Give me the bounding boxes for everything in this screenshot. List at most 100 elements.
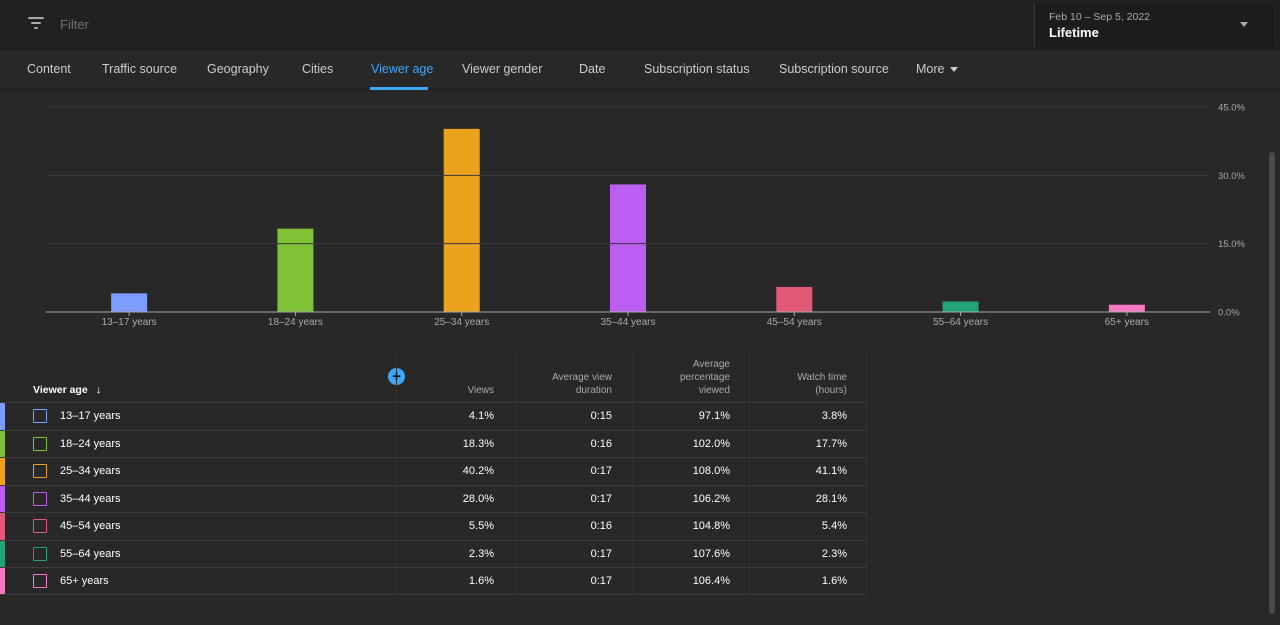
- row-label: 55–64 years: [60, 547, 121, 560]
- cell-views: 4.1%: [468, 410, 494, 422]
- tab-geography[interactable]: Geography: [207, 62, 269, 76]
- cell-views: 18.3%: [462, 437, 494, 450]
- column-header-avg-view-duration[interactable]: Average view duration: [532, 371, 612, 397]
- x-tick-label: 13–17 years: [102, 317, 157, 328]
- tab-traffic-source[interactable]: Traffic source: [102, 62, 178, 76]
- cell-avg-percentage-viewed: 108.0%: [692, 465, 730, 477]
- active-tab-indicator: [370, 87, 428, 90]
- row-color-indicator: [0, 540, 5, 567]
- chart-bar: [776, 286, 813, 312]
- dimension-tabs: Content Traffic source Geography Cities …: [0, 50, 1280, 90]
- row-color-indicator: [0, 485, 5, 512]
- column-header-line: duration: [575, 385, 612, 396]
- cell-avg-view-duration: 0:17: [590, 575, 612, 587]
- table-row[interactable]: 45–54 years 5.5% 0:16 104.8% 5.4%: [0, 512, 867, 540]
- chart-bar: [1108, 304, 1145, 312]
- table-row[interactable]: 55–64 years 2.3% 0:17 107.6% 2.3%: [0, 539, 867, 567]
- y-tick-label: 30.0%: [1218, 171, 1245, 182]
- row-checkbox[interactable]: [33, 546, 47, 561]
- table-bottom-border: [0, 594, 867, 595]
- row-checkbox[interactable]: [33, 409, 47, 423]
- dropdown-caret-icon: [1240, 22, 1248, 27]
- row-checkbox[interactable]: [33, 464, 47, 478]
- row-checkbox[interactable]: [33, 436, 47, 451]
- chart-bar: [610, 184, 646, 312]
- column-divider: [632, 350, 633, 595]
- row-checkbox[interactable]: [33, 574, 47, 588]
- cell-views: 2.3%: [468, 547, 494, 560]
- row-color-indicator: [0, 403, 5, 430]
- sort-down-icon[interactable]: ↓: [95, 384, 102, 396]
- cell-avg-percentage-viewed: 104.8%: [692, 520, 730, 532]
- cell-avg-view-duration: 0:16: [590, 437, 612, 450]
- column-header-line: viewed: [698, 385, 730, 396]
- tab-subscription-status[interactable]: Subscription status: [644, 62, 750, 76]
- row-checkbox[interactable]: [33, 491, 47, 506]
- y-tick-label: 15.0%: [1218, 239, 1245, 250]
- column-header-line: Average view: [552, 372, 612, 383]
- cell-watch-time: 1.6%: [821, 575, 847, 587]
- cell-watch-time: 41.1%: [815, 465, 847, 477]
- x-tick-label: 45–54 years: [767, 317, 822, 328]
- date-range-label: Lifetime: [1049, 25, 1099, 40]
- row-color-indicator: [0, 568, 5, 595]
- cell-avg-percentage-viewed: 107.6%: [692, 547, 730, 560]
- x-tick-label: 35–44 years: [600, 317, 655, 328]
- tab-viewer-gender[interactable]: Viewer gender: [462, 62, 543, 76]
- cell-avg-view-duration: 0:16: [590, 520, 612, 532]
- filter-bar: Filter Feb 10 – Sep 5, 2022 Lifetime: [0, 0, 1280, 50]
- chart-bar: [111, 293, 148, 312]
- column-divider: [749, 350, 750, 595]
- column-header-avg-percentage-viewed[interactable]: Average percentage viewed: [650, 358, 730, 397]
- y-tick-label: 0.0%: [1218, 308, 1240, 319]
- table-row[interactable]: 18–24 years 18.3% 0:16 102.0% 17.7%: [0, 429, 867, 457]
- column-header-line: (hours): [815, 385, 847, 396]
- chart-bar: [277, 228, 314, 312]
- tab-more-label: More: [916, 62, 945, 76]
- x-tick-label: 18–24 years: [268, 317, 323, 328]
- date-range-picker[interactable]: Feb 10 – Sep 5, 2022 Lifetime: [1034, 3, 1274, 47]
- filter-icon[interactable]: [28, 17, 46, 31]
- tab-content[interactable]: Content: [27, 62, 71, 76]
- cell-views: 1.6%: [468, 575, 494, 587]
- bar-chart: 0.0% 15.0% 30.0% 45.0% 13–17 years 18–24 year…: [46, 103, 1245, 328]
- dropdown-caret-icon: [950, 67, 959, 73]
- cell-avg-percentage-viewed: 102.0%: [692, 437, 730, 450]
- cell-avg-view-duration: 0:17: [590, 492, 612, 505]
- table-row[interactable]: 65+ years 1.6% 0:17 106.4% 1.6%: [0, 567, 867, 595]
- tab-more[interactable]: More: [916, 62, 959, 76]
- viewer-age-table: Viewer age↓ + Views Average view duratio…: [0, 350, 1280, 625]
- tab-date[interactable]: Date: [579, 62, 606, 76]
- scrollbar[interactable]: [1269, 152, 1275, 614]
- cell-avg-percentage-viewed: 106.2%: [692, 492, 730, 505]
- row-checkbox[interactable]: [33, 519, 47, 533]
- tab-subscription-source[interactable]: Subscription source: [779, 62, 889, 76]
- cell-watch-time: 28.1%: [815, 492, 847, 505]
- row-label: 25–34 years: [60, 465, 121, 477]
- cell-views: 28.0%: [462, 492, 494, 505]
- cell-avg-view-duration: 0:15: [590, 410, 612, 422]
- cell-watch-time: 17.7%: [815, 437, 847, 450]
- x-tick-label: 65+ years: [1105, 317, 1149, 328]
- cell-avg-percentage-viewed: 97.1%: [698, 410, 730, 422]
- table-row[interactable]: 13–17 years 4.1% 0:15 97.1% 3.8%: [0, 402, 867, 430]
- row-color-indicator: [0, 430, 5, 457]
- cell-watch-time: 3.8%: [821, 410, 847, 422]
- tab-viewer-age[interactable]: Viewer age: [371, 62, 434, 76]
- filter-input[interactable]: Filter: [60, 17, 89, 32]
- row-label: 13–17 years: [60, 410, 121, 422]
- x-tick-label: 25–34 years: [434, 317, 489, 328]
- tab-cities[interactable]: Cities: [302, 62, 334, 76]
- column-divider: [866, 350, 867, 595]
- viewer-age-chart: 0.0% 15.0% 30.0% 45.0% 13–17 years 18–24 year…: [0, 91, 1280, 350]
- column-header-views[interactable]: Views: [420, 384, 495, 397]
- row-color-indicator: [0, 458, 5, 485]
- cell-avg-percentage-viewed: 106.4%: [692, 575, 730, 587]
- table-row[interactable]: 35–44 years 28.0% 0:17 106.2% 28.1%: [0, 484, 867, 512]
- column-header-viewer-age[interactable]: Viewer age ↓: [33, 384, 101, 396]
- row-label: 65+ years: [60, 575, 109, 587]
- row-label: 45–54 years: [60, 520, 121, 532]
- column-header-watch-time[interactable]: Watch time (hours): [767, 371, 847, 397]
- row-label: 35–44 years: [60, 492, 121, 505]
- table-row[interactable]: 25–34 years 40.2% 0:17 108.0% 41.1%: [0, 457, 867, 485]
